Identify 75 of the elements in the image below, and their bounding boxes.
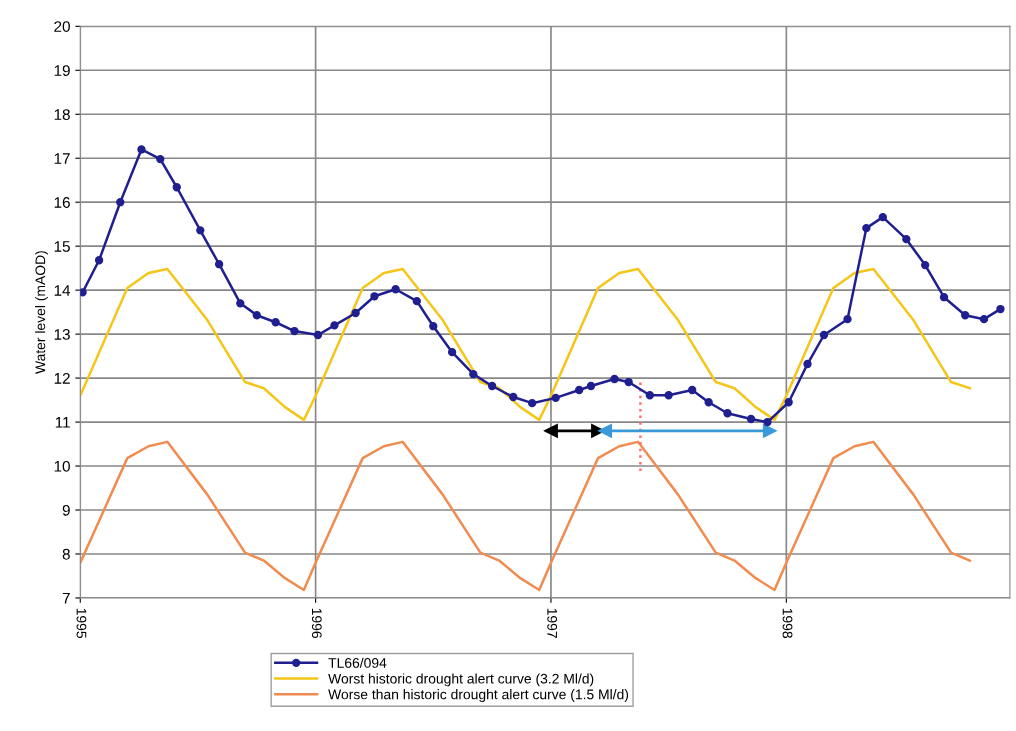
point	[586, 381, 596, 391]
point	[290, 326, 299, 336]
point	[784, 398, 793, 407]
legend-label: Worse than historic drought alert curve (1.5 Ml/d)	[328, 689, 629, 703]
point	[271, 318, 280, 327]
line-series	[80, 267, 972, 422]
point	[624, 377, 633, 387]
point	[137, 145, 146, 154]
point	[469, 369, 478, 379]
point	[156, 154, 165, 164]
y-tick-label: 16	[54, 197, 70, 208]
point	[762, 423, 777, 438]
y-tick-label: 11	[55, 417, 70, 428]
y-tick-label: 12	[54, 372, 70, 384]
legend-label: Worst historic drought alert curve (3.2 Ml/d)	[328, 673, 594, 687]
point	[704, 398, 713, 407]
point	[746, 414, 756, 424]
point	[645, 391, 654, 400]
point	[94, 256, 104, 265]
point	[819, 330, 829, 340]
point	[214, 260, 224, 269]
point	[723, 409, 732, 418]
y-tick-label: 19	[54, 65, 70, 76]
point	[939, 293, 949, 302]
point	[351, 308, 360, 318]
x-tick-label: 1998	[782, 608, 793, 638]
point	[236, 299, 245, 308]
y-tick-label: 10	[54, 460, 70, 472]
y-tick-label: 14	[54, 285, 71, 296]
point	[598, 423, 613, 438]
point	[313, 330, 323, 340]
y-tick-label: 9	[62, 504, 70, 516]
point	[843, 315, 852, 324]
point	[172, 183, 181, 192]
x-tick-label: 1996	[311, 608, 322, 638]
point	[80, 288, 87, 297]
point	[412, 296, 421, 306]
point	[447, 347, 457, 357]
y-tick-label: 8	[62, 548, 70, 560]
point	[487, 381, 497, 391]
point	[429, 322, 438, 331]
point	[575, 385, 584, 395]
point	[803, 359, 812, 369]
legend-label: TL66/094	[328, 657, 387, 668]
y-axis-title: Water level (mAOD)	[35, 251, 48, 374]
point	[979, 315, 989, 324]
point	[688, 385, 697, 395]
x-tick-label: 1995	[76, 608, 87, 638]
point	[551, 393, 560, 403]
y-tick-label: 7	[62, 592, 70, 604]
y-tick-label: 13	[54, 328, 70, 340]
point	[921, 260, 930, 270]
point	[902, 234, 911, 244]
y-tick-label: 17	[54, 153, 70, 164]
x-tick-label: 1997	[547, 608, 558, 638]
line-series	[80, 440, 972, 592]
point	[370, 292, 379, 301]
point	[664, 391, 673, 400]
point	[878, 212, 887, 222]
point	[862, 223, 871, 233]
y-tick-label: 15	[54, 241, 70, 252]
y-tick-label: 18	[54, 109, 70, 120]
point	[527, 398, 537, 408]
point	[509, 392, 518, 402]
y-tick-label: 20	[54, 21, 70, 32]
point	[196, 226, 205, 235]
point	[391, 285, 400, 294]
point	[763, 417, 772, 427]
point	[610, 374, 619, 384]
point	[116, 198, 125, 207]
point	[544, 423, 558, 438]
point	[330, 321, 339, 330]
point	[961, 311, 970, 320]
point	[252, 311, 261, 320]
point	[996, 304, 1005, 314]
